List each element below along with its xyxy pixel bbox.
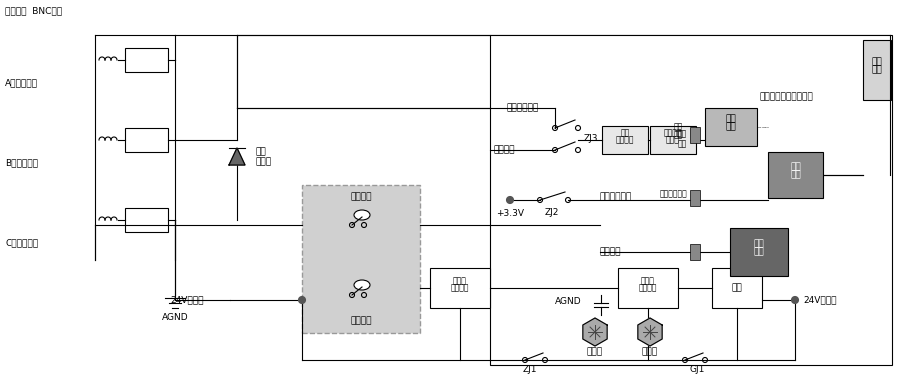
Bar xyxy=(690,127,700,143)
Bar xyxy=(650,126,696,154)
Bar xyxy=(125,128,168,152)
Text: 告警: 告警 xyxy=(754,248,765,256)
Text: AGND: AGND xyxy=(162,314,188,322)
Text: 二极管: 二极管 xyxy=(255,157,271,166)
Text: A相信号监测: A相信号监测 xyxy=(5,78,38,88)
Text: ZJ1: ZJ1 xyxy=(523,365,538,375)
Bar xyxy=(690,244,700,260)
Text: 脉冲发生控制: 脉冲发生控制 xyxy=(600,192,632,202)
Text: B相信号监测: B相信号监测 xyxy=(5,158,38,168)
Text: 回路: 回路 xyxy=(620,128,629,138)
Bar xyxy=(730,228,788,276)
Text: 灵敏度: 灵敏度 xyxy=(666,136,680,144)
Ellipse shape xyxy=(354,280,370,290)
Text: 复归按钮: 复归按钮 xyxy=(350,192,371,202)
Text: 脉冲: 脉冲 xyxy=(725,123,736,131)
Bar xyxy=(125,208,168,232)
Bar xyxy=(690,190,700,206)
Bar xyxy=(695,88,878,300)
Circle shape xyxy=(507,197,514,203)
Text: 自检灯: 自检灯 xyxy=(587,347,603,357)
Text: AGND: AGND xyxy=(555,298,582,306)
Bar xyxy=(125,48,168,72)
Text: C相信号监测: C相信号监测 xyxy=(5,239,38,248)
Text: GJ1: GJ1 xyxy=(689,365,705,375)
Polygon shape xyxy=(229,148,245,165)
Text: 输出: 输出 xyxy=(872,58,883,67)
Text: 继电器: 继电器 xyxy=(641,277,655,285)
Circle shape xyxy=(299,296,305,304)
Text: 24V正电源: 24V正电源 xyxy=(803,296,836,304)
Text: 调节回路: 调节回路 xyxy=(664,128,682,138)
Text: 告警灯: 告警灯 xyxy=(642,347,658,357)
Bar xyxy=(712,268,762,308)
Bar xyxy=(602,126,648,154)
Text: 脉冲: 脉冲 xyxy=(872,66,883,75)
Text: 24V正电源: 24V正电源 xyxy=(170,296,203,304)
Text: 控制: 控制 xyxy=(754,240,765,248)
Bar xyxy=(863,40,891,100)
Text: +3.3V: +3.3V xyxy=(496,208,524,218)
Text: 光耦: 光耦 xyxy=(732,283,743,293)
Text: 同轴电缆  BNC接头: 同轴电缆 BNC接头 xyxy=(5,6,62,16)
Bar xyxy=(562,308,690,360)
Text: ZJ2: ZJ2 xyxy=(545,208,559,216)
Text: 自检控制: 自检控制 xyxy=(450,283,469,293)
Text: 内部自检脉冲: 内部自检脉冲 xyxy=(506,104,538,112)
Text: 高通滤波: 高通滤波 xyxy=(616,136,635,144)
Text: ZJ3: ZJ3 xyxy=(584,133,598,142)
Text: 输入: 输入 xyxy=(674,123,683,131)
Text: 监测装置核心处理单元: 监测装置核心处理单元 xyxy=(760,93,814,101)
Text: 发生: 发生 xyxy=(790,163,801,171)
Ellipse shape xyxy=(354,210,370,220)
Text: 信号: 信号 xyxy=(677,130,687,139)
Bar xyxy=(705,108,757,146)
Text: 脉冲发生控制: 脉冲发生控制 xyxy=(659,189,687,199)
Text: 继电器: 继电器 xyxy=(453,277,467,285)
Text: 外部信号: 外部信号 xyxy=(493,146,515,155)
Text: 信号: 信号 xyxy=(674,131,683,139)
Text: 脉冲: 脉冲 xyxy=(790,171,801,179)
Text: 输入: 输入 xyxy=(677,139,687,149)
Polygon shape xyxy=(583,318,607,346)
Text: 复归输入: 复归输入 xyxy=(600,248,621,256)
Text: 自检按钮: 自检按钮 xyxy=(350,317,371,325)
Text: 告警控制: 告警控制 xyxy=(638,283,657,293)
Bar xyxy=(302,185,420,333)
Bar xyxy=(490,35,892,365)
Circle shape xyxy=(792,296,798,304)
Bar xyxy=(618,268,678,308)
Polygon shape xyxy=(638,318,662,346)
Text: 计数: 计数 xyxy=(725,115,736,123)
Bar xyxy=(430,268,490,308)
Text: 击穿: 击穿 xyxy=(255,147,266,157)
Bar xyxy=(768,152,823,198)
